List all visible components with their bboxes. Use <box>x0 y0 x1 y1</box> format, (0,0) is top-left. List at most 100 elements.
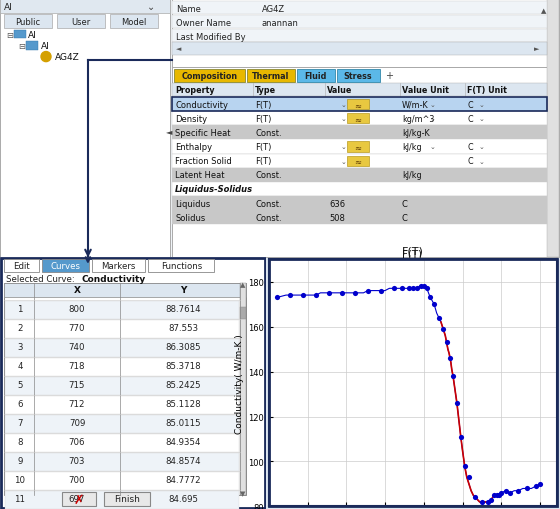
Bar <box>172 211 547 225</box>
Bar <box>174 70 245 82</box>
Bar <box>172 112 547 126</box>
Point <box>505 489 514 497</box>
Bar <box>172 140 547 154</box>
Text: ⌄: ⌄ <box>341 158 347 164</box>
Point <box>312 292 321 300</box>
Bar <box>347 142 369 152</box>
Text: ►: ► <box>534 46 539 52</box>
Bar <box>110 15 158 29</box>
Text: Owner Name: Owner Name <box>176 19 231 27</box>
Point <box>446 354 455 362</box>
Text: 85.1128: 85.1128 <box>165 400 201 409</box>
Point <box>471 493 480 501</box>
Bar <box>14 31 26 39</box>
Text: Liquidus-Solidus: Liquidus-Solidus <box>175 185 253 194</box>
Text: ⌄: ⌄ <box>479 158 485 164</box>
Text: F(T) Unit: F(T) Unit <box>467 86 507 95</box>
Point <box>298 292 307 300</box>
Text: ⌄: ⌄ <box>430 144 436 150</box>
Bar <box>172 168 547 182</box>
Bar <box>172 98 547 112</box>
Bar <box>172 43 547 55</box>
Text: Model: Model <box>122 18 147 26</box>
Bar <box>347 114 369 124</box>
Bar <box>172 182 547 196</box>
Bar <box>148 259 214 272</box>
Text: Specific Heat: Specific Heat <box>175 129 231 137</box>
Text: X: X <box>73 286 81 295</box>
Text: Last Modified By: Last Modified By <box>176 33 246 42</box>
Text: Functions: Functions <box>161 261 202 270</box>
Text: 636: 636 <box>329 199 345 208</box>
Point <box>435 314 444 322</box>
Text: 697: 697 <box>69 495 85 503</box>
Bar <box>0 0 170 14</box>
Bar <box>42 259 89 272</box>
Text: C: C <box>467 115 473 124</box>
Point <box>376 287 385 295</box>
Text: ⌄: ⌄ <box>341 102 347 108</box>
Text: ⌄: ⌄ <box>341 116 347 122</box>
Point <box>430 300 438 308</box>
Text: Type: Type <box>255 86 276 95</box>
Bar <box>5 396 239 414</box>
Text: Stress: Stress <box>344 72 372 80</box>
Point <box>449 372 458 380</box>
Text: Finish: Finish <box>114 495 140 503</box>
Bar <box>57 15 105 29</box>
Text: 88.7614: 88.7614 <box>165 304 201 314</box>
Text: ≈: ≈ <box>354 100 362 109</box>
Text: Const.: Const. <box>255 213 282 222</box>
Point <box>522 485 531 493</box>
Bar <box>5 301 239 319</box>
Text: Fraction Solid: Fraction Solid <box>175 157 232 166</box>
Text: 740: 740 <box>69 343 85 352</box>
Text: Y: Y <box>180 286 186 295</box>
Text: ≈: ≈ <box>354 143 362 152</box>
Bar <box>246 70 295 82</box>
Text: F(T): F(T) <box>402 248 422 259</box>
Point <box>460 462 469 470</box>
Text: Conductivity: Conductivity <box>82 274 146 284</box>
Text: 8: 8 <box>17 438 23 446</box>
Text: ◄: ◄ <box>176 46 181 52</box>
Bar <box>5 415 239 433</box>
Point <box>273 294 282 302</box>
Bar <box>240 307 246 319</box>
Text: 700: 700 <box>69 475 85 485</box>
Text: 7: 7 <box>17 418 23 428</box>
Bar <box>347 100 369 110</box>
Text: 87.553: 87.553 <box>168 324 198 332</box>
Point <box>535 480 544 488</box>
Point <box>484 498 493 506</box>
Bar <box>4 259 39 272</box>
Bar <box>5 339 239 357</box>
Text: ✗: ✗ <box>74 493 84 505</box>
Text: +: + <box>385 71 394 81</box>
Text: F(T): F(T) <box>255 157 272 166</box>
Text: kg/m^3: kg/m^3 <box>402 115 435 124</box>
Bar <box>347 156 369 166</box>
Text: Thermal: Thermal <box>252 72 290 80</box>
Bar <box>5 358 239 376</box>
Text: 84.695: 84.695 <box>168 495 198 503</box>
Point <box>422 285 431 293</box>
Text: 11: 11 <box>15 495 26 503</box>
Text: AI: AI <box>4 3 13 12</box>
Bar <box>5 453 239 471</box>
Text: Curves: Curves <box>50 261 81 270</box>
Text: 770: 770 <box>69 324 85 332</box>
Text: 4: 4 <box>17 361 23 371</box>
Bar <box>26 42 38 50</box>
Point <box>338 289 347 297</box>
Text: Value Unit: Value Unit <box>402 86 449 95</box>
Text: User: User <box>71 18 91 26</box>
Text: ⊟: ⊟ <box>18 42 25 51</box>
Point <box>286 292 295 300</box>
Text: ⌄: ⌄ <box>341 144 347 150</box>
Text: kJ/kg: kJ/kg <box>402 143 422 152</box>
Text: ▲: ▲ <box>240 282 246 288</box>
Text: 84.8574: 84.8574 <box>165 457 201 466</box>
Point <box>413 285 422 293</box>
Point <box>404 285 413 293</box>
